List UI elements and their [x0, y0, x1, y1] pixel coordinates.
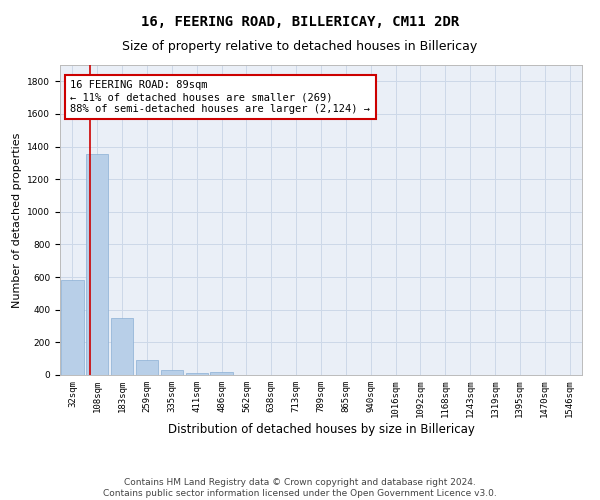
- Bar: [61, 280, 83, 375]
- Bar: [211, 372, 233, 375]
- Bar: [185, 372, 208, 375]
- Text: Contains HM Land Registry data © Crown copyright and database right 2024.
Contai: Contains HM Land Registry data © Crown c…: [103, 478, 497, 498]
- Bar: [86, 154, 109, 375]
- Bar: [161, 370, 183, 375]
- Bar: [136, 360, 158, 375]
- Text: Size of property relative to detached houses in Billericay: Size of property relative to detached ho…: [122, 40, 478, 53]
- Text: 16, FEERING ROAD, BILLERICAY, CM11 2DR: 16, FEERING ROAD, BILLERICAY, CM11 2DR: [141, 15, 459, 29]
- Text: 16 FEERING ROAD: 89sqm
← 11% of detached houses are smaller (269)
88% of semi-de: 16 FEERING ROAD: 89sqm ← 11% of detached…: [70, 80, 370, 114]
- X-axis label: Distribution of detached houses by size in Billericay: Distribution of detached houses by size …: [167, 423, 475, 436]
- Bar: [111, 318, 133, 375]
- Y-axis label: Number of detached properties: Number of detached properties: [12, 132, 22, 308]
